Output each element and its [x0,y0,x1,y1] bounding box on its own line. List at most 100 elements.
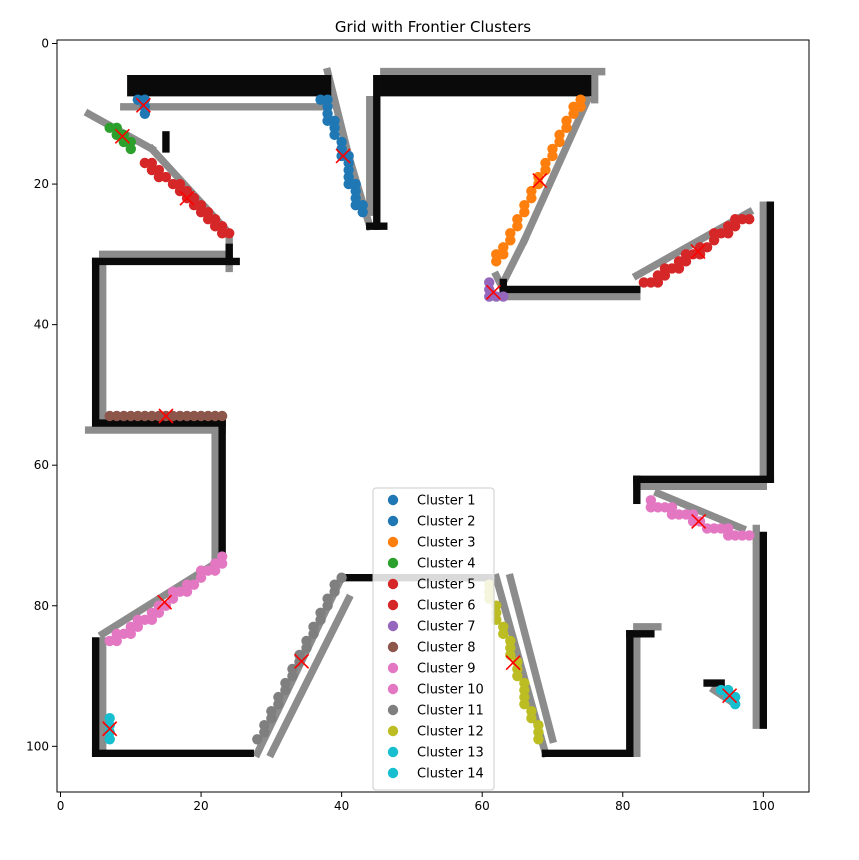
cluster-11-point-22 [329,579,340,590]
y-tick-label-20: 20 [34,177,49,191]
cluster-11-point-2 [259,720,270,731]
cluster-7-centroid [485,284,502,300]
y-tick-label-100: 100 [26,739,49,753]
cluster-1-point-3 [139,108,151,119]
cluster-2-point-7 [329,129,340,141]
cluster-3-point-5 [561,122,572,134]
cluster-14-centroid [722,688,738,704]
legend-label-3: Cluster 3 [417,536,476,551]
cluster-3-point-3 [568,108,579,119]
cluster-11-point-6 [273,691,284,703]
cluster-9-point-19 [188,579,200,590]
x-tick-label-100: 100 [752,799,775,813]
chart-title: Grid with Frontier Clusters [335,18,531,36]
cluster-3-point-21 [505,235,516,246]
cluster-3-centroid [532,172,548,189]
legend-marker-3 [387,536,399,548]
y-tick-label-80: 80 [34,599,49,613]
wall-gray-23 [266,593,354,759]
cluster-11-point-23 [336,572,347,583]
cluster-3-point-25 [491,256,502,267]
legend-marker-12 [387,725,399,737]
cluster-5-centroid [179,190,195,206]
y-tick-label-60: 60 [34,458,49,472]
plot-frame [56,39,810,793]
occupancy-walls-dark [91,74,775,758]
cluster-13-centroid [102,721,118,737]
x-tick-label-0: 0 [57,799,65,813]
wall-gray-18 [653,488,748,534]
legend-marker-9 [387,662,399,674]
cluster-5-point-5 [160,171,172,183]
legend-label-1: Cluster 1 [417,494,476,509]
cluster-11-point-4 [266,705,277,717]
cluster-3-point-7 [554,136,565,148]
legend-marker-11 [387,704,399,716]
y-axis: 0 20 40 60 80 100 [26,37,57,753]
legend: Cluster 1 Cluster 2 Cluster 3 Cluster 4 Clus… [372,487,495,791]
cluster-12-point-7 [498,628,509,640]
cluster-13-point-3 [104,734,115,745]
cluster-1-centroid [135,97,152,113]
legend-label-10: Cluster 10 [417,683,484,698]
legend-label-14: Cluster 14 [417,767,484,782]
wall-gray-20 [97,558,221,639]
legend-marker-1 [387,494,399,506]
cluster-12-centroid [505,655,521,671]
legend-marker-2 [387,515,399,527]
cluster-6-centroid [690,243,706,260]
legend-label-7: Cluster 7 [417,620,476,635]
cluster-10-point-10 [694,516,706,527]
cluster-11-point-14 [301,635,312,647]
legend-marker-14 [387,767,399,779]
legend-label-2: Cluster 2 [417,515,476,530]
cluster-7-point-4 [498,291,509,302]
cluster-4-centroid [114,128,130,144]
x-tick-label-20: 20 [193,799,208,813]
legend-label-6: Cluster 6 [417,599,476,614]
cluster-10-point-18 [744,530,755,541]
y-tick-label-40: 40 [34,318,49,332]
cluster-12-point-19 [526,713,537,724]
legend-label-8: Cluster 8 [417,641,476,656]
legend-marker-10 [387,683,399,695]
cluster-4-point-6 [125,143,136,155]
cluster-3-point-19 [512,221,523,232]
cluster-11-point-16 [308,621,319,633]
x-tick-label-60: 60 [475,799,490,813]
cluster-9-centroid [156,594,173,610]
x-axis: 0 20 40 60 80 100 [57,792,775,813]
cluster-3-point-15 [526,192,537,204]
cluster-6-point-23 [744,214,755,225]
legend-label-9: Cluster 9 [417,662,476,677]
cluster-2-centroid [335,148,351,164]
wall-gray-7 [498,235,530,288]
wall-gray-6 [519,94,593,246]
y-tick-label-0: 0 [41,37,49,51]
wall-gray-25 [505,573,557,744]
cluster-11-point-8 [280,677,291,689]
legend-label-12: Cluster 12 [417,725,484,740]
cluster-3-point-11 [540,164,551,176]
legend-label-11: Cluster 11 [417,704,484,719]
cluster-14-point-4 [730,698,741,710]
cluster-11-point-10 [287,663,298,675]
x-tick-label-40: 40 [334,799,349,813]
legend-marker-6 [387,599,399,611]
cluster-11-centroid [294,653,310,669]
legend-label-13: Cluster 13 [417,746,484,761]
legend-marker-7 [387,620,399,632]
cluster-3-point-17 [519,206,530,218]
cluster-12-point-22 [533,734,544,745]
legend-box [372,487,495,791]
cluster-8-centroid [158,408,174,424]
cluster-12-point-17 [519,698,530,710]
legend-marker-8 [387,641,399,653]
legend-label-4: Cluster 4 [417,557,476,572]
cluster-5-point-21 [223,228,235,239]
cluster-points [104,94,755,745]
cluster-11-point-18 [315,607,326,618]
cluster-9-point-26 [216,551,228,562]
cluster-11-point-0 [252,734,263,745]
